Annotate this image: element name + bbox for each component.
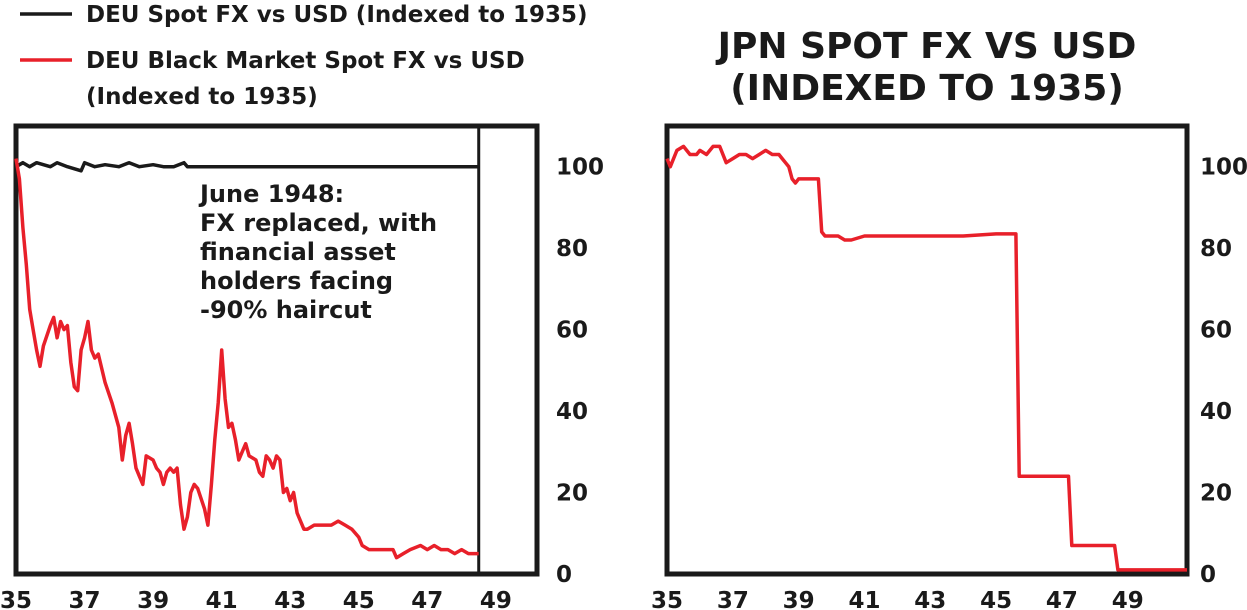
left-x-tick-labels: 35 37 39 41 43 45 47 49 <box>0 588 512 610</box>
right-x-tick-39: 39 <box>783 588 815 610</box>
right-x-tick-45: 45 <box>980 588 1012 610</box>
right-y-tick-100: 100 <box>1200 155 1247 181</box>
right-y-tick-80: 80 <box>1200 236 1232 262</box>
right-title-line2: (INDEXED TO 1935) <box>730 68 1124 109</box>
left-y-tick-100: 100 <box>556 155 604 181</box>
legend-label-deu-black-market-line1: DEU Black Market Spot FX vs USD <box>86 48 525 74</box>
left-y-tick-labels: 0 20 40 60 80 100 <box>556 155 604 588</box>
left-x-tick-41: 41 <box>206 588 238 610</box>
left-series-line-0 <box>15 160 479 173</box>
left-x-tick-37: 37 <box>69 588 101 610</box>
left-x-tick-43: 43 <box>274 588 306 610</box>
right-x-tick-41: 41 <box>848 588 880 610</box>
left-series-group <box>14 158 479 560</box>
left-legend: DEU Spot FX vs USD (Indexed to 1935) DEU… <box>20 2 588 110</box>
left-plot-frame <box>13 123 540 577</box>
right-title: JPN SPOT FX VS USD (INDEXED TO 1935) <box>715 26 1137 109</box>
right-x-tick-49: 49 <box>1112 588 1144 610</box>
left-x-tick-39: 39 <box>137 588 169 610</box>
right-x-tick-37: 37 <box>717 588 749 610</box>
right-plot-frame <box>664 123 1190 577</box>
left-annotation-line-3: holders facing <box>200 267 393 295</box>
right-x-tick-43: 43 <box>914 588 946 610</box>
legend-label-deu-spot: DEU Spot FX vs USD (Indexed to 1935) <box>86 2 588 28</box>
left-y-tick-0: 0 <box>556 562 572 588</box>
right-y-tick-40: 40 <box>1200 399 1232 425</box>
left-annotation-line-2: financial asset <box>200 238 396 266</box>
left-y-tick-20: 20 <box>556 481 588 507</box>
right-y-tick-60: 60 <box>1200 318 1232 344</box>
right-y-tick-0: 0 <box>1200 562 1216 588</box>
right-title-line1: JPN SPOT FX VS USD <box>715 26 1137 67</box>
left-x-tick-45: 45 <box>343 588 375 610</box>
left-x-tick-35: 35 <box>0 588 32 610</box>
right-x-tick-47: 47 <box>1046 588 1078 610</box>
right-series-line-0 <box>665 144 1187 572</box>
right-x-tick-labels: 35 37 39 41 43 45 47 49 <box>651 588 1144 610</box>
left-x-tick-49: 49 <box>480 588 512 610</box>
right-series-group <box>665 144 1187 572</box>
left-series-line-1 <box>14 158 479 560</box>
left-annotation-line-0: June 1948: <box>198 180 344 208</box>
left-y-tick-40: 40 <box>556 399 588 425</box>
left-annotation-line-4: -90% haircut <box>200 296 372 324</box>
right-y-tick-20: 20 <box>1200 481 1232 507</box>
left-y-tick-80: 80 <box>556 236 588 262</box>
left-x-tick-47: 47 <box>411 588 443 610</box>
right-x-tick-35: 35 <box>651 588 683 610</box>
legend-label-deu-black-market-line2: (Indexed to 1935) <box>86 84 318 110</box>
left-y-tick-60: 60 <box>556 318 588 344</box>
left-annotation-line-1: FX replaced, with <box>200 209 437 237</box>
right-y-tick-labels: 0 20 40 60 80 100 <box>1200 155 1247 588</box>
